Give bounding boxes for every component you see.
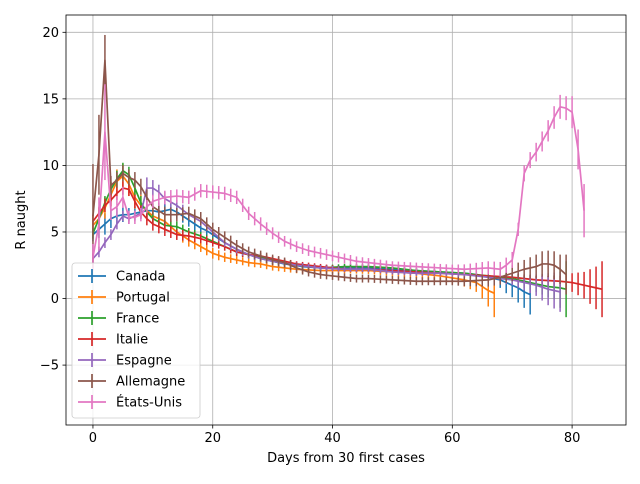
series-layer xyxy=(92,34,603,318)
legend-label: France xyxy=(116,312,159,327)
legend-label: Canada xyxy=(116,270,165,285)
legend-item: Italie xyxy=(78,332,148,348)
series-7 xyxy=(92,84,585,277)
y-tick-label: 0 xyxy=(51,292,59,307)
series-line xyxy=(92,106,585,271)
x-tick-label: 80 xyxy=(564,431,581,446)
legend-label: Portugal xyxy=(116,291,170,306)
y-tick-label: 15 xyxy=(42,92,59,107)
legend-label: Italie xyxy=(116,333,148,348)
y-axis-label: R naught xyxy=(14,190,29,249)
x-tick-label: 60 xyxy=(444,431,461,446)
legend-item: Canada xyxy=(78,269,165,285)
y-tick-label: 5 xyxy=(51,225,59,240)
legend-label: Allemagne xyxy=(116,375,185,390)
legend-label: États-Unis xyxy=(116,395,182,411)
legend-item: États-Unis xyxy=(78,395,182,411)
x-tick-label: 0 xyxy=(89,431,97,446)
legend-item: Allemagne xyxy=(78,374,185,390)
y-tick-label: 20 xyxy=(42,26,59,41)
y-tick-label: −5 xyxy=(40,359,59,374)
series-line xyxy=(92,175,495,294)
x-tick-label: 20 xyxy=(204,431,221,446)
legend: Canada Portugal France Italie Espagne Allemag… xyxy=(71,262,201,419)
series-6 xyxy=(92,34,567,295)
y-tick-label: 10 xyxy=(42,159,59,174)
series-line xyxy=(92,59,567,283)
x-axis-label: Days from 30 first cases xyxy=(267,451,425,466)
x-tick-label: 40 xyxy=(324,431,341,446)
legend-item: France xyxy=(78,311,159,327)
legend-item: Espagne xyxy=(78,353,172,369)
legend-item: Portugal xyxy=(78,290,170,306)
legend-box xyxy=(71,262,201,419)
legend-label: Espagne xyxy=(116,354,172,369)
plot-frame xyxy=(65,14,627,426)
axis-ticks: 0 20 40 60 80 −5 0 5 10 15 20 xyxy=(40,26,581,446)
